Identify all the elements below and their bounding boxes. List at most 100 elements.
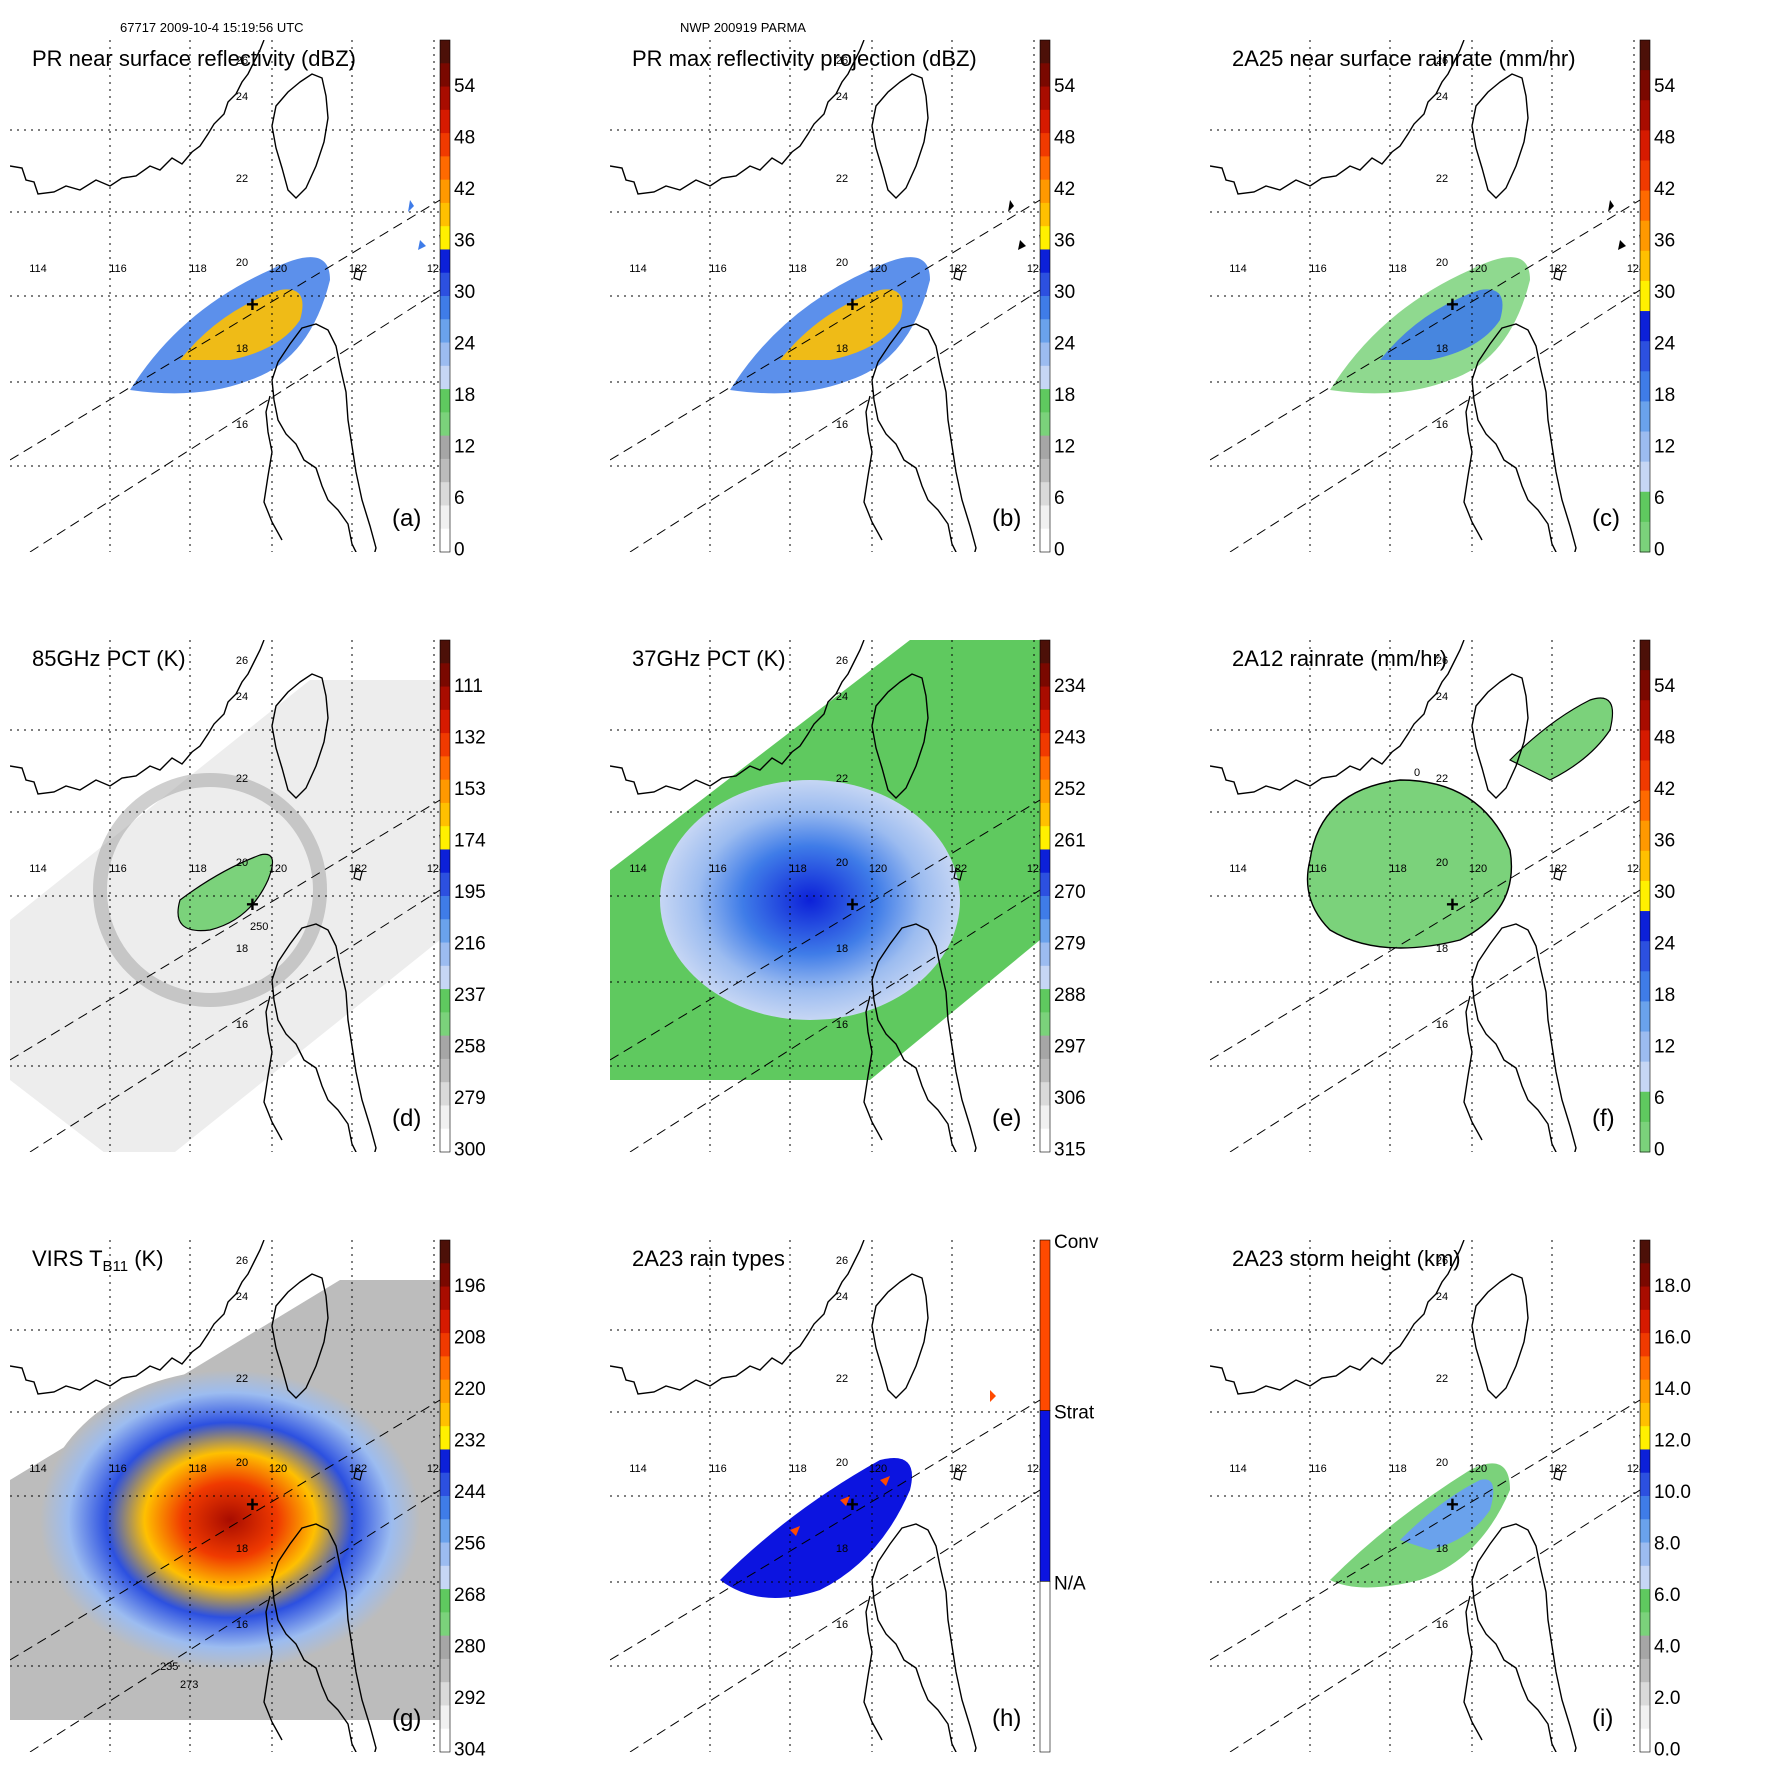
colorbar-tick: 6 xyxy=(1054,488,1065,509)
panel-d: 250+114 116 118 120 122 12416182022242685GHz … xyxy=(10,639,486,1161)
colorbar-tick: 6 xyxy=(1654,488,1665,509)
colorbar-tick: 36 xyxy=(454,231,475,252)
colorbar-tick: 288 xyxy=(1054,985,1086,1006)
colorbar-tick: 6 xyxy=(454,488,465,509)
lat-label: 26 xyxy=(836,655,848,667)
lon-label: 118 xyxy=(1389,263,1407,275)
scattering-ring xyxy=(93,773,327,1007)
colorbar: 54 48 42 36 30 24 18 12 6 0 xyxy=(1039,39,1076,561)
colorbar-tick: 18 xyxy=(1654,385,1675,406)
lon-label: 120 xyxy=(269,863,287,875)
storm-center-marker: + xyxy=(846,1492,859,1517)
colorbar-tick: 18 xyxy=(1654,985,1675,1006)
panel-title: 37GHz PCT (K) xyxy=(632,646,786,671)
lon-label: 114 xyxy=(29,1463,47,1475)
storm-center-marker: + xyxy=(246,1492,259,1517)
swath-edges xyxy=(1210,199,1640,552)
lat-label: 22 xyxy=(836,173,848,185)
swath-edges xyxy=(10,199,440,552)
colorbar-tick: 18.0 xyxy=(1654,1276,1691,1297)
header-storm-text: NWP 200919 PARMA xyxy=(680,20,806,35)
colorbar-tick: 216 xyxy=(454,934,486,955)
lat-label: 18 xyxy=(1436,343,1448,355)
colorbar: 54 48 42 36 30 24 18 12 6 0 xyxy=(1639,39,1676,561)
colorbar-tick: 54 xyxy=(1654,676,1676,697)
lat-label: 16 xyxy=(836,419,848,431)
lat-label: 20 xyxy=(836,257,848,269)
colorbar: 54 48 42 36 30 24 18 12 6 0 xyxy=(1639,639,1676,1161)
colorbar-tick: 42 xyxy=(1654,179,1675,200)
colorbar-tick: 0 xyxy=(1654,1140,1665,1161)
lon-label: 118 xyxy=(189,863,207,875)
lat-label: 16 xyxy=(836,1019,848,1031)
lon-label: 118 xyxy=(189,263,207,275)
lat-label: 18 xyxy=(1436,1543,1448,1555)
lat-label: 24 xyxy=(1436,691,1448,703)
colorbar-tick: 279 xyxy=(1054,934,1086,955)
colorbar-tick: 54 xyxy=(1654,76,1676,97)
lon-label: 120 xyxy=(1469,1463,1487,1475)
lat-label: 16 xyxy=(236,419,248,431)
colorbar-tick: 14.0 xyxy=(1654,1379,1691,1400)
colorbar-tick: 315 xyxy=(1054,1140,1086,1161)
panel-title: 2A23 rain types xyxy=(632,1246,785,1271)
lon-label: 118 xyxy=(789,863,807,875)
swath-edges xyxy=(610,1399,1040,1752)
panel-title: 85GHz PCT (K) xyxy=(32,646,186,671)
colorbar-tick: 30 xyxy=(1054,282,1075,303)
colorbar-tick: 36 xyxy=(1654,231,1675,252)
colorbar-tick: 258 xyxy=(454,1037,486,1058)
storm-center-marker: + xyxy=(1446,1492,1459,1517)
lon-label: 114 xyxy=(629,263,647,275)
storm-center-marker: + xyxy=(1446,292,1459,317)
stratiform-region xyxy=(720,1458,912,1598)
storm-center-marker: + xyxy=(1446,892,1459,917)
rain-cells xyxy=(1608,200,1626,250)
lon-label: 114 xyxy=(1229,263,1247,275)
colorbar-tick: 252 xyxy=(1054,779,1086,800)
panel-label: (c) xyxy=(1592,505,1620,532)
lat-label: 18 xyxy=(836,343,848,355)
colorbar-tick: 237 xyxy=(454,985,486,1006)
colorbar-tick: 54 xyxy=(454,76,476,97)
lat-label: 20 xyxy=(836,1457,848,1469)
colorbar-tick: 12 xyxy=(1654,437,1675,458)
colorbar: 234 243 252 261 270 279 288 297 306 315 xyxy=(1039,639,1086,1161)
lon-label: 114 xyxy=(629,863,647,875)
colorbar-tick: 280 xyxy=(454,1637,486,1658)
colorbar-tick: 292 xyxy=(454,1688,486,1709)
lon-label: 120 xyxy=(869,263,887,275)
swath-edges xyxy=(10,799,440,1152)
panel-label: (d) xyxy=(392,1105,421,1132)
lon-label: 120 xyxy=(1469,263,1487,275)
colorbar-tick: 6 xyxy=(1654,1088,1665,1109)
cloud-top-field xyxy=(40,1370,420,1670)
colorbar-tick: 6.0 xyxy=(1654,1585,1680,1606)
lat-label: 26 xyxy=(236,1255,248,1267)
colorbar-tick: 30 xyxy=(1654,282,1675,303)
colorbar-tick: 268 xyxy=(454,1585,486,1606)
lat-label: 20 xyxy=(236,257,248,269)
lon-label: 116 xyxy=(1309,263,1327,275)
storm-center-marker: + xyxy=(246,292,259,317)
lat-label: 20 xyxy=(1436,1457,1448,1469)
colorbar-tick: 36 xyxy=(1054,231,1075,252)
rain-cells xyxy=(1008,200,1026,250)
lon-label: 120 xyxy=(269,263,287,275)
rain-field xyxy=(1306,779,1513,949)
panel-title: PR near surface reflectivity (dBZ) xyxy=(32,46,356,71)
swath-edges xyxy=(1210,799,1640,1152)
rain-cells xyxy=(1508,697,1614,781)
colorbar-tick: 42 xyxy=(1654,779,1675,800)
colorbar-tick: 304 xyxy=(454,1740,486,1761)
lon-label: 122 xyxy=(949,1463,967,1475)
colorbar-tick: 232 xyxy=(454,1431,486,1452)
lat-label: 18 xyxy=(236,343,248,355)
colorbar-tick: N/A xyxy=(1054,1573,1086,1594)
colorbar-tick: 208 xyxy=(454,1328,486,1349)
lon-label: 120 xyxy=(1469,863,1487,875)
